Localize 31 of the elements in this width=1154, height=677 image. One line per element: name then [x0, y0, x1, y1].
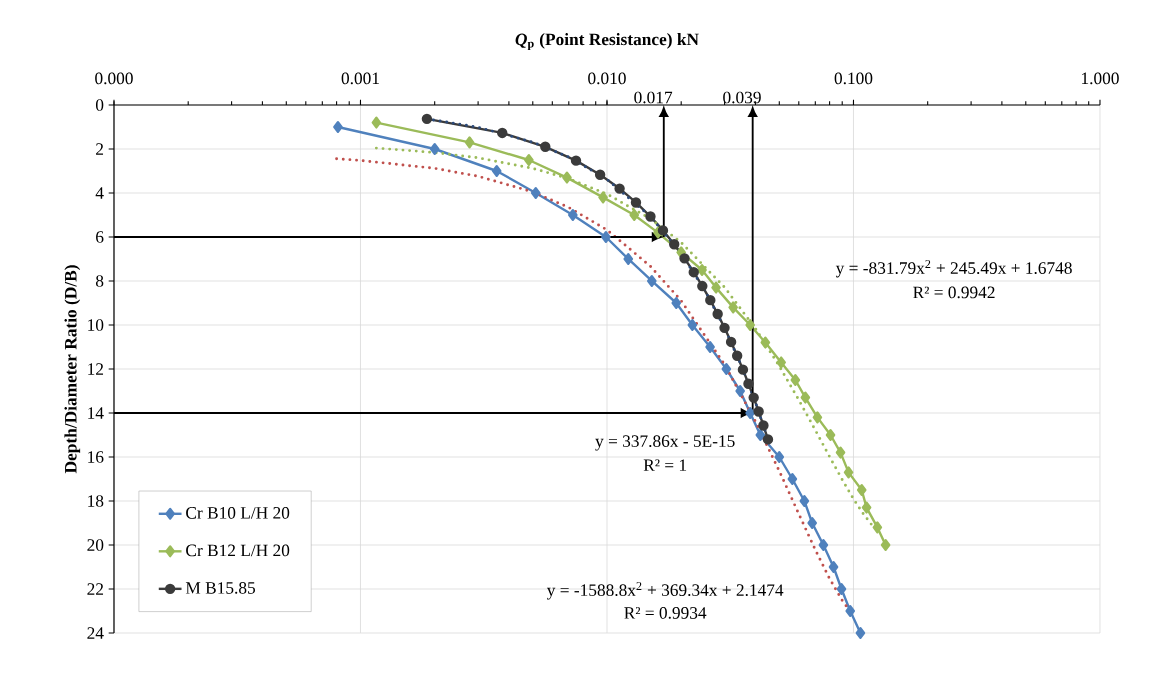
- y-tick-label: 10: [88, 319, 104, 331]
- x-tick-label: 0.001: [341, 72, 379, 85]
- annotation: 0.017: [634, 91, 673, 104]
- x-tick-label: 1.000: [1082, 72, 1119, 85]
- annotation: R² = 0.9934: [624, 607, 707, 619]
- y-tick-label: 14: [88, 407, 104, 419]
- y-tick-label: 2: [96, 143, 104, 155]
- y-tick-label: 6: [96, 231, 104, 243]
- y-tick-label: 4: [95, 187, 104, 199]
- annotation: R² = 1: [643, 459, 687, 471]
- legend-label: M B15.85: [185, 582, 256, 594]
- y-tick-label: 0: [95, 99, 104, 111]
- annotation: R² = 0.9942: [913, 286, 995, 299]
- x-tick-label: 0.010: [588, 72, 626, 85]
- y-tick-label: 18: [88, 495, 104, 507]
- annotation: y = 337.86x - 5E-15: [595, 435, 735, 451]
- y-tick-label: 16: [88, 451, 104, 463]
- y-tick-label: 24: [87, 627, 104, 639]
- x-tick-label: 0.100: [834, 72, 873, 85]
- annotation: y = -1588.8x$^{2}$ + 369.34x + 2.1474: [546, 581, 784, 600]
- y-tick-label: 20: [87, 539, 104, 551]
- y-tick-label: 8: [95, 275, 104, 287]
- y-tick-label: 12: [88, 363, 104, 375]
- y-axis-title: Depth/Diameter Ratio (D/B): [64, 265, 81, 474]
- x-axis-title: Q$_{p}$ (Point Resistance) kN: [515, 33, 699, 51]
- annotation: y = -831.79x$^{2}$ + 245.49x + 1.6748: [835, 259, 1072, 278]
- annotation: 0.039: [723, 91, 761, 104]
- legend-label: Cr B10 L/H 20: [186, 507, 290, 519]
- y-tick-label: 22: [87, 583, 104, 595]
- x-tick-label: 0.000: [95, 72, 133, 85]
- legend-label: Cr B12 L/H 20: [186, 544, 290, 557]
